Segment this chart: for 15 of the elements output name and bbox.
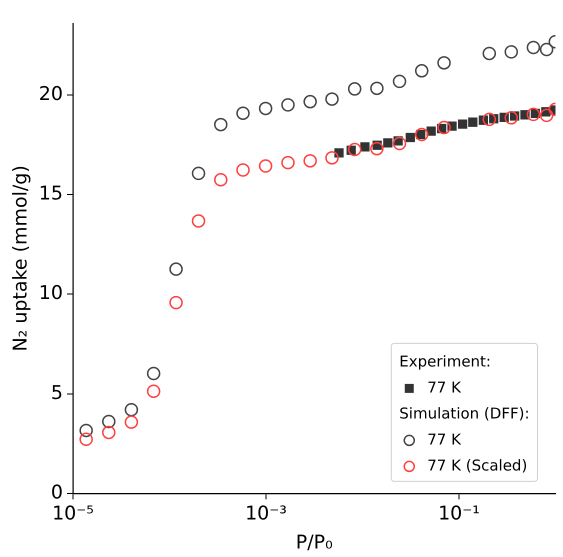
x-tick-label: 10⁻³ <box>245 502 287 525</box>
x-axis-title: P/P₀ <box>296 532 333 554</box>
y-tick-label: 10 <box>38 282 63 304</box>
x-tick-label: 10⁻¹ <box>438 502 480 525</box>
y-tick-label: 20 <box>38 83 63 106</box>
legend-label: 77 K (Scaled) <box>427 456 528 474</box>
annotation: Simulation (DFF): <box>399 404 530 422</box>
y-tick-label: 5 <box>50 382 63 404</box>
legend-title: Experiment: <box>399 352 491 370</box>
legend-label: 77 K <box>427 378 462 396</box>
y-axis-title: N₂ uptake (mmol/g) <box>9 165 32 352</box>
legend-label: 77 K <box>427 430 462 448</box>
y-tick-label: 15 <box>38 182 63 205</box>
y-tick-label: 0 <box>50 481 63 504</box>
x-tick-label: 10⁻⁵ <box>52 502 94 525</box>
